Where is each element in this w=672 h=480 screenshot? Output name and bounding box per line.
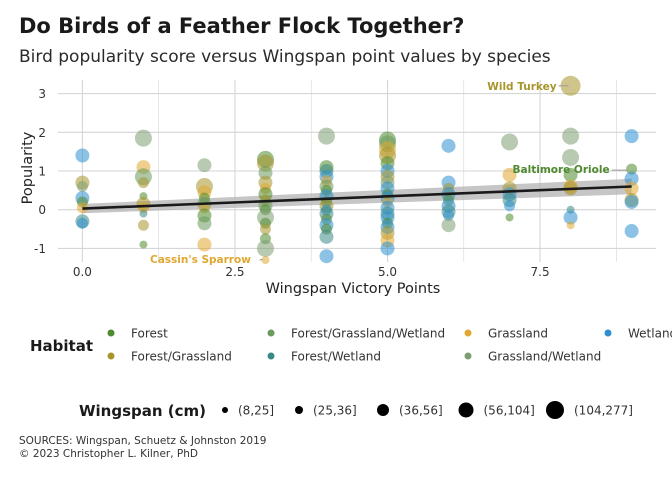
data-point — [259, 223, 271, 235]
x-tick-label: 2.5 — [225, 265, 244, 279]
wingspan-label: (25,36] — [313, 404, 357, 418]
tick-label-layer: -1 0 1 2 3 0.0 2.5 5.0 7.5 — [34, 87, 550, 279]
data-point — [501, 133, 519, 151]
data-point — [443, 210, 455, 222]
data-point — [197, 158, 212, 173]
habitat-key — [464, 352, 472, 360]
wingspan-label: (104,277] — [574, 404, 633, 418]
data-point — [197, 216, 212, 231]
wingspan-legend: Wingspan (cm) (8,25] (25,36] (36,56] (56,10… — [79, 401, 633, 420]
data-point — [563, 210, 578, 225]
habitat-label: Grassland/Wetland — [488, 350, 601, 364]
y-tick-label: 3 — [38, 87, 46, 101]
wingspan-label: (56,104] — [484, 404, 535, 418]
data-point — [624, 194, 639, 209]
data-point — [137, 177, 149, 189]
habitat-label: Forest/Grassland/Wetland — [291, 327, 445, 341]
data-point — [319, 249, 334, 264]
data-point — [258, 165, 273, 180]
data-point — [626, 163, 638, 175]
data-point — [76, 180, 88, 192]
x-tick-label: 0.0 — [73, 265, 92, 279]
confidence-band — [82, 178, 632, 214]
chart-title: Do Birds of a Feather Flock Together? — [19, 14, 465, 38]
sources-line: SOURCES: Wingspan, Schuetz & Johnston 20… — [19, 435, 267, 447]
data-point — [256, 239, 274, 257]
habitat-key — [107, 329, 115, 337]
data-point — [441, 138, 456, 153]
wingspan-label: (8,25] — [238, 404, 274, 418]
annotation-wild-turkey: Wild Turkey — [487, 81, 556, 93]
data-point — [504, 200, 516, 212]
wingspan-key — [295, 406, 303, 414]
data-point — [624, 171, 639, 186]
y-tick-label: 2 — [38, 126, 46, 140]
chart-subtitle: Bird popularity score versus Wingspan po… — [19, 47, 551, 67]
data-point — [139, 209, 148, 218]
annotation-cassins-sparrow: Cassin's Sparrow — [150, 254, 251, 266]
wingspan-key — [377, 404, 389, 416]
habitat-label: Forest — [131, 327, 168, 341]
data-point — [562, 148, 580, 166]
wingspan-key — [546, 401, 564, 419]
wingspan-key — [222, 407, 228, 413]
annotation-layer: Wild Turkey Baltimore Oriole Cassin's Spar… — [150, 81, 628, 266]
habitat-key — [267, 329, 275, 337]
trend-line — [82, 185, 632, 210]
habitat-key — [464, 329, 472, 337]
y-tick-label: 1 — [38, 165, 46, 179]
habitat-label: Grassland — [488, 327, 548, 341]
habitat-key — [107, 352, 115, 360]
data-point — [76, 217, 88, 229]
data-point — [502, 167, 517, 182]
copyright-line: © 2023 Christopher L. Kilner, PhD — [19, 448, 198, 460]
source-note: SOURCES: Wingspan, Schuetz & Johnston 20… — [19, 435, 266, 461]
data-point — [566, 221, 575, 230]
habitat-label: Wetland — [628, 327, 672, 341]
data-point — [624, 129, 639, 144]
data-point — [380, 241, 395, 256]
habitat-label: Forest/Wetland — [291, 350, 381, 364]
annotation-leader — [259, 258, 263, 261]
x-axis-label: Wingspan Victory Points — [266, 281, 441, 297]
wingspan-label: (36,56] — [399, 404, 443, 418]
trend-line-layer — [82, 185, 632, 210]
data-point — [75, 148, 90, 163]
y-tick-label: -1 — [34, 242, 46, 256]
points-layer — [75, 75, 639, 265]
confidence-band-layer — [82, 178, 632, 214]
data-point — [261, 256, 270, 265]
data-point — [137, 219, 149, 231]
data-point — [505, 213, 514, 222]
data-point — [624, 224, 639, 239]
data-point — [562, 127, 580, 145]
habitat-label: Forest/Grassland — [131, 350, 232, 364]
habitat-key — [604, 329, 612, 337]
habitat-legend-title: Habitat — [30, 337, 93, 355]
y-tick-label: 0 — [38, 203, 46, 217]
x-tick-label: 7.5 — [531, 265, 550, 279]
data-point — [563, 167, 578, 182]
data-point — [319, 229, 334, 244]
wingspan-key — [458, 402, 474, 418]
annotation-baltimore-oriole: Baltimore Oriole — [513, 164, 610, 176]
data-point — [197, 237, 212, 252]
habitat-legend: Habitat Forest Forest/Grassland/Wetland Gr… — [30, 327, 672, 364]
data-point — [624, 181, 639, 196]
x-tick-label: 5.0 — [378, 265, 397, 279]
data-point — [134, 129, 152, 147]
data-point — [560, 75, 581, 96]
data-point — [441, 218, 456, 233]
habitat-key — [267, 352, 275, 360]
y-axis-label: Popularity — [20, 131, 36, 204]
data-point — [317, 127, 335, 145]
wingspan-legend-title: Wingspan (cm) — [79, 402, 206, 420]
data-point — [139, 240, 148, 249]
